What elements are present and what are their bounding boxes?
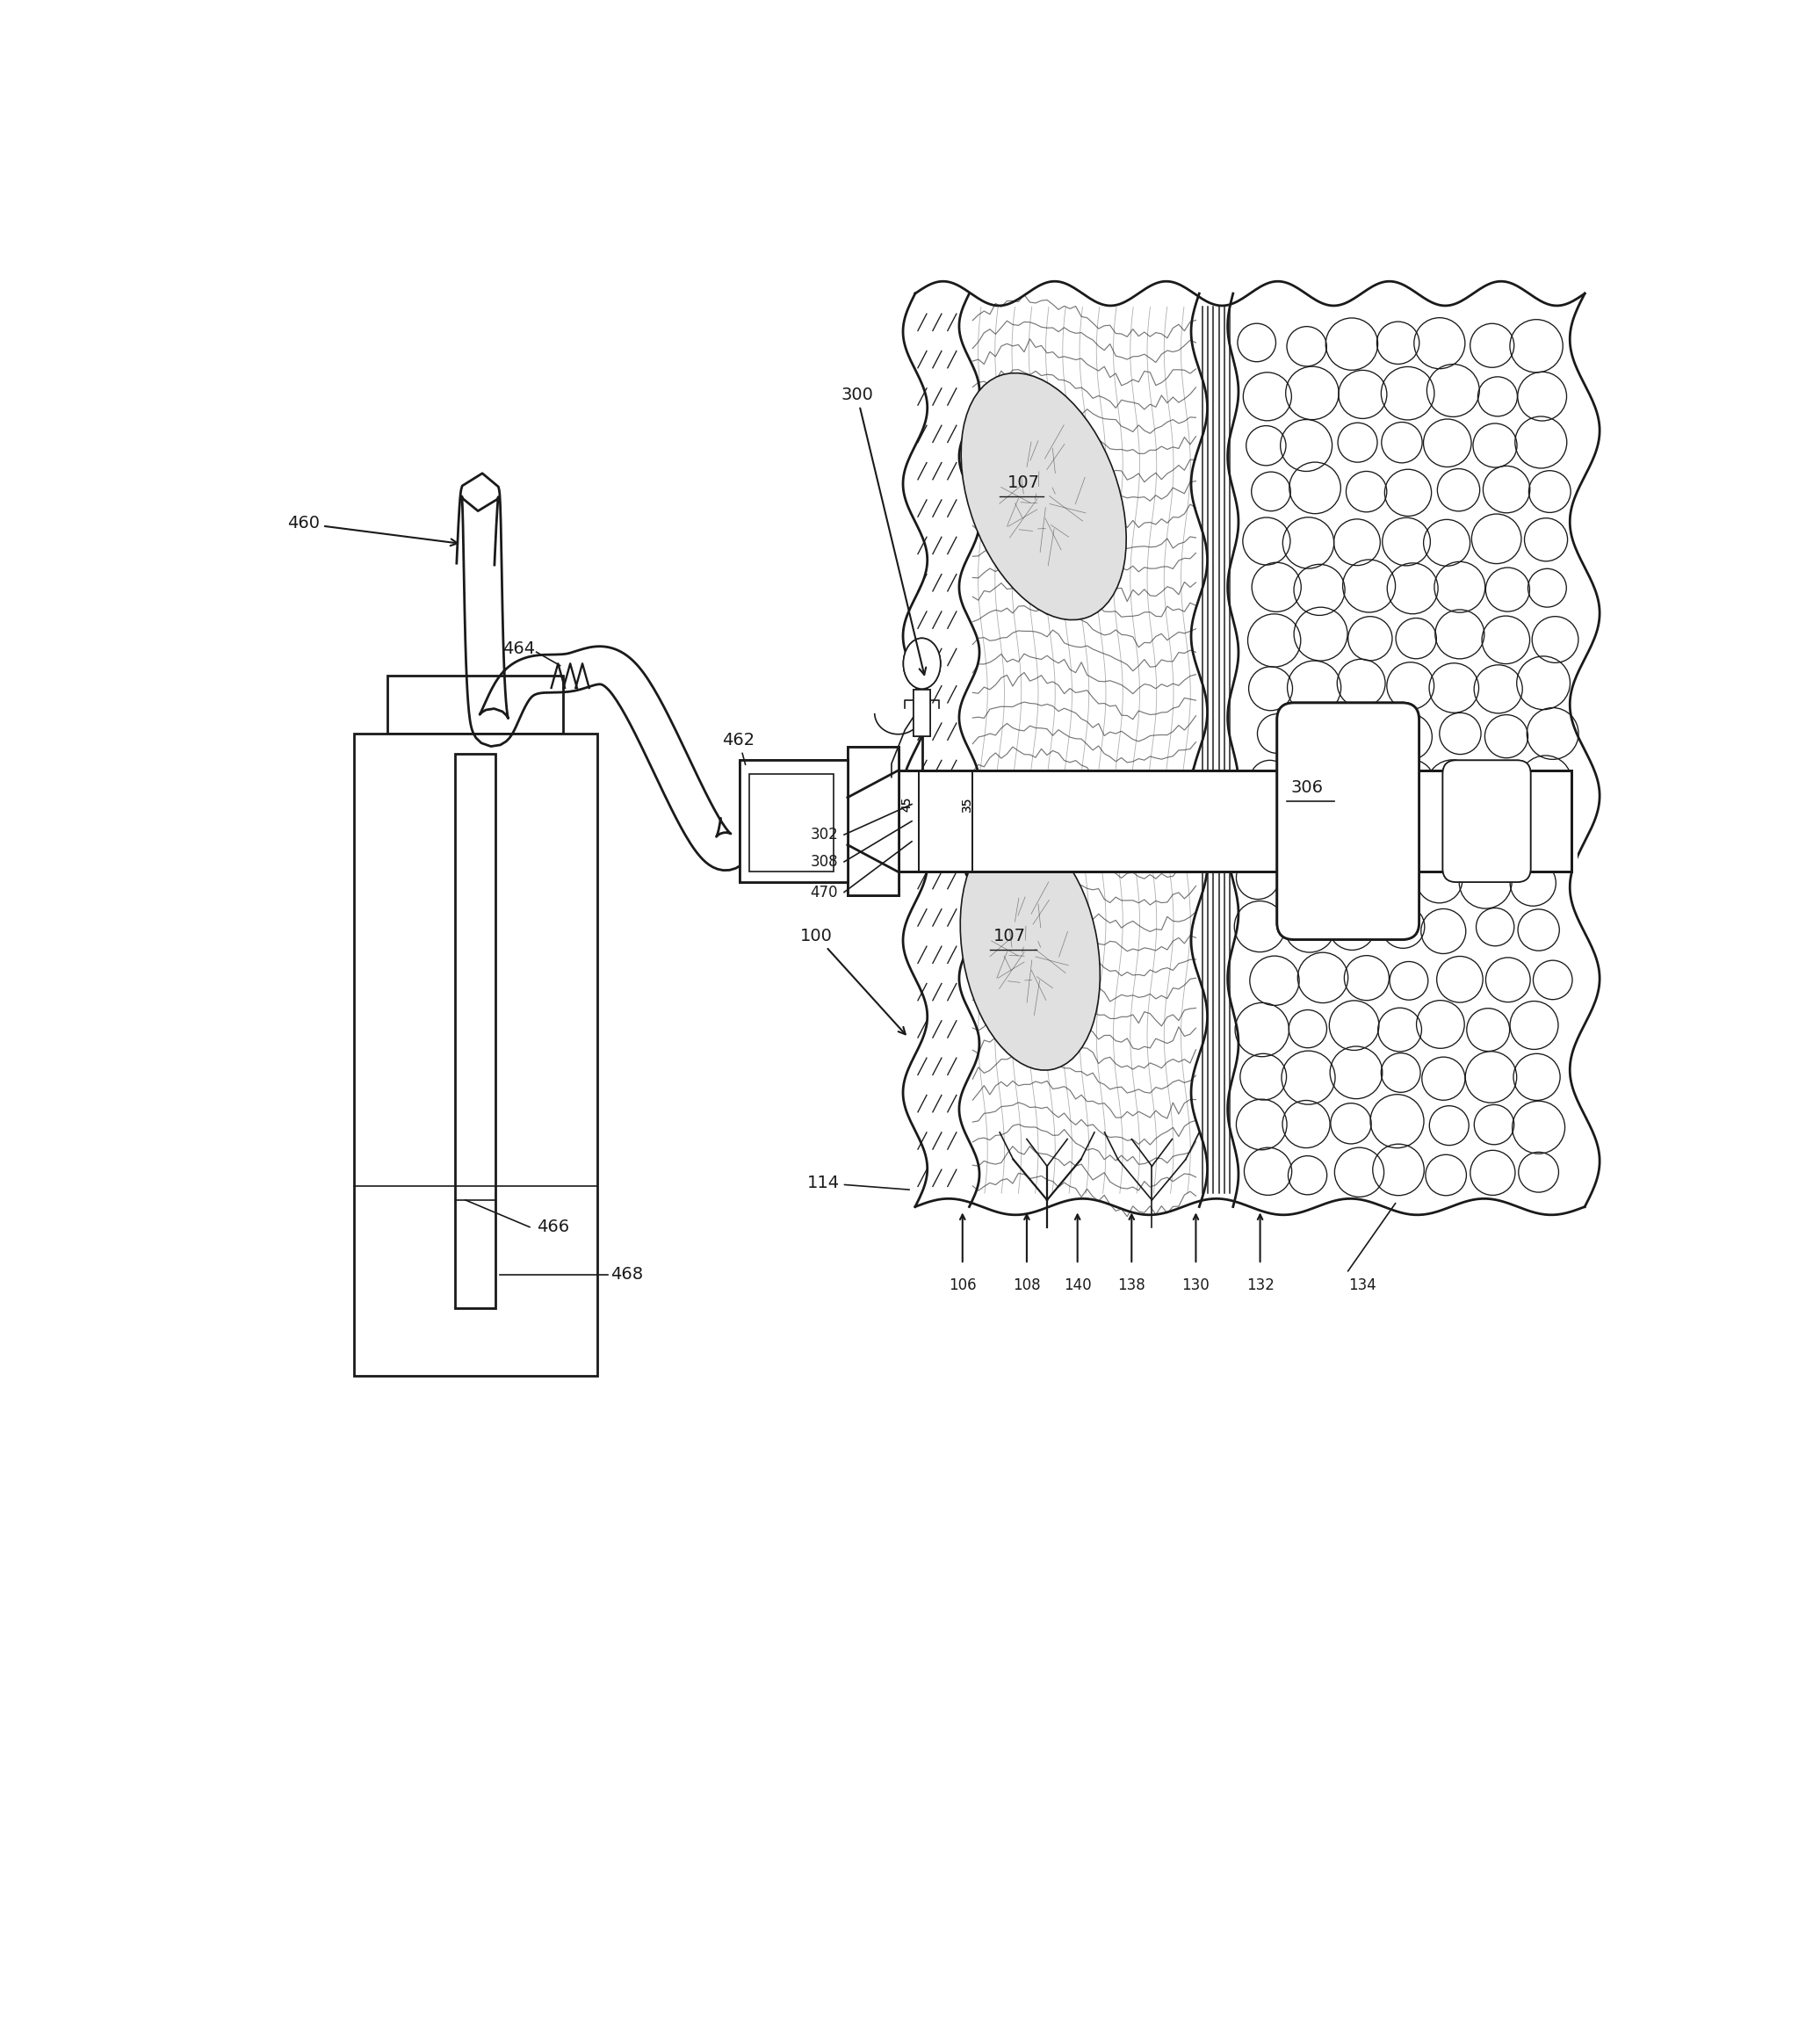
Text: 45: 45 — [901, 796, 912, 812]
Text: 107: 107 — [994, 928, 1026, 945]
Text: 35: 35 — [961, 796, 974, 812]
Text: 134: 134 — [1349, 1277, 1376, 1293]
Bar — [739, 761, 848, 881]
FancyBboxPatch shape — [1278, 704, 1420, 940]
Bar — [848, 747, 899, 896]
Bar — [854, 771, 1571, 871]
Bar — [914, 690, 930, 736]
Bar — [750, 773, 834, 871]
Text: 460: 460 — [288, 516, 457, 547]
FancyBboxPatch shape — [1443, 761, 1531, 881]
Text: 108: 108 — [1014, 1277, 1041, 1293]
FancyBboxPatch shape — [1278, 704, 1420, 940]
Text: 114: 114 — [806, 1175, 910, 1191]
Text: 106: 106 — [948, 1277, 976, 1293]
Text: 140: 140 — [1063, 1277, 1092, 1293]
Bar — [353, 732, 597, 1375]
Bar — [848, 747, 899, 896]
Text: 302: 302 — [810, 826, 839, 843]
Text: 107: 107 — [1006, 475, 1039, 492]
Text: 308: 308 — [810, 855, 837, 869]
Text: 306: 306 — [1290, 779, 1323, 796]
FancyBboxPatch shape — [1443, 761, 1531, 881]
Ellipse shape — [903, 639, 941, 690]
Bar — [739, 761, 848, 881]
Bar — [388, 675, 564, 732]
Text: 132: 132 — [1247, 1277, 1274, 1293]
Bar — [455, 753, 495, 1308]
Text: 35: 35 — [961, 796, 974, 812]
Text: 470: 470 — [810, 883, 837, 900]
Text: 130: 130 — [1181, 1277, 1210, 1293]
Bar — [848, 771, 1578, 871]
Text: 468: 468 — [612, 1267, 644, 1283]
Text: 464: 464 — [502, 641, 535, 657]
Ellipse shape — [961, 373, 1127, 620]
Ellipse shape — [903, 639, 941, 690]
Ellipse shape — [961, 828, 1099, 1071]
Text: 466: 466 — [537, 1218, 570, 1236]
Bar — [914, 690, 930, 736]
Polygon shape — [457, 473, 759, 871]
Text: 138: 138 — [1117, 1277, 1145, 1293]
Bar — [750, 773, 834, 871]
Text: 300: 300 — [841, 388, 926, 675]
Polygon shape — [848, 771, 899, 871]
Text: 462: 462 — [723, 732, 755, 765]
Text: 100: 100 — [801, 928, 905, 1034]
Text: 45: 45 — [901, 796, 912, 812]
